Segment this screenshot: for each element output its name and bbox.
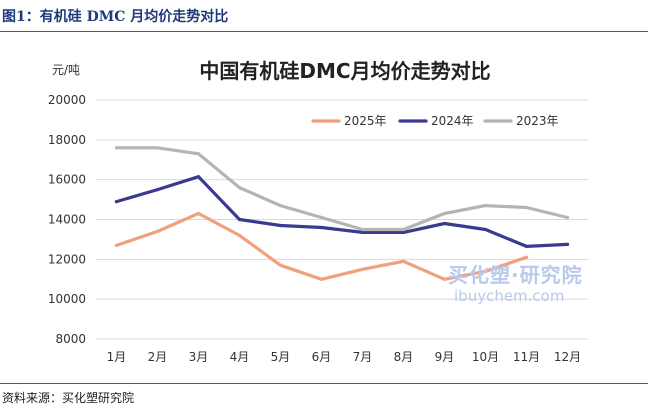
x-tick-label: 9月: [435, 350, 455, 364]
x-tick-label: 4月: [230, 350, 250, 364]
x-tick-label: 1月: [107, 350, 127, 364]
data-point-2023年: [442, 211, 447, 216]
legend-label: 2025年: [344, 114, 387, 128]
y-axis-label: 元/吨: [52, 63, 80, 77]
data-point-2023年: [278, 203, 283, 208]
data-point-2025年: [155, 229, 160, 234]
source-note: 资料来源：买化塑研究院: [2, 391, 135, 405]
data-point-2023年: [483, 203, 488, 208]
chart-title: 中国有机硅DMC月均价走势对比: [199, 59, 490, 83]
y-tick-label: 12000: [48, 252, 86, 266]
data-point-2024年: [524, 244, 529, 248]
data-point-2024年: [319, 225, 324, 230]
y-tick-label: 10000: [48, 292, 86, 306]
data-point-2025年: [237, 233, 242, 238]
top-divider: [0, 31, 648, 32]
data-point-2024年: [483, 227, 488, 232]
data-point-2023年: [237, 186, 242, 190]
data-point-2024年: [155, 188, 160, 192]
data-point-2023年: [524, 205, 529, 210]
watermark-en: ibuychem.com: [454, 287, 565, 305]
x-tick-label: 3月: [189, 350, 209, 364]
x-tick-label: 7月: [353, 350, 373, 364]
data-point-2025年: [360, 267, 365, 271]
data-point-2024年: [401, 230, 406, 235]
figure-title: 图1：有机硅 DMC 月均价走势对比: [2, 9, 229, 25]
data-point-2023年: [155, 146, 160, 150]
y-tick-label: 8000: [55, 332, 86, 346]
x-tick-label: 5月: [271, 350, 291, 364]
data-point-2023年: [319, 215, 324, 220]
y-tick-label: 20000: [48, 93, 86, 107]
data-point-2025年: [114, 243, 119, 247]
data-point-2025年: [483, 269, 488, 273]
data-point-2023年: [196, 152, 201, 156]
data-point-2023年: [360, 227, 365, 232]
data-point-2024年: [196, 175, 201, 179]
data-point-2025年: [442, 277, 447, 281]
data-point-2024年: [237, 217, 242, 222]
x-tick-label: 6月: [312, 350, 332, 364]
x-tick-label: 10月: [472, 350, 499, 364]
x-tick-label: 11月: [513, 350, 540, 364]
x-tick-label: 12月: [554, 350, 581, 364]
y-tick-label: 16000: [48, 173, 86, 187]
data-point-2025年: [524, 255, 529, 259]
data-point-2023年: [401, 227, 406, 232]
data-point-2025年: [319, 277, 324, 281]
data-point-2024年: [565, 242, 570, 246]
data-point-2025年: [401, 259, 406, 263]
data-point-2025年: [278, 263, 283, 267]
data-point-2024年: [278, 223, 283, 228]
x-tick-label: 8月: [394, 350, 414, 364]
data-point-2024年: [360, 230, 365, 235]
y-tick-label: 18000: [48, 133, 86, 147]
data-point-2024年: [114, 199, 119, 204]
data-point-2024年: [442, 221, 447, 226]
bottom-divider: [0, 383, 648, 384]
y-tick-label: 14000: [48, 213, 86, 227]
series-line-2024年: [114, 175, 570, 248]
legend-label: 2024年: [431, 114, 474, 128]
data-point-2025年: [196, 211, 201, 216]
data-point-2023年: [565, 215, 570, 220]
watermark-cn: 买化塑·研究院: [448, 263, 583, 287]
data-point-2023年: [114, 146, 119, 150]
series-line-2023年: [114, 146, 570, 232]
x-tick-label: 2月: [148, 350, 168, 364]
legend-label: 2023年: [516, 114, 559, 128]
